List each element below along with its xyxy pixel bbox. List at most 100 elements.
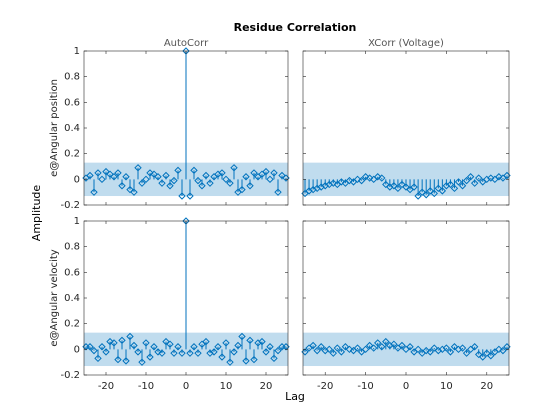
stem-marker (130, 341, 138, 350)
stem-marker (94, 354, 102, 363)
x-tick-label: 10 (440, 381, 453, 392)
stem-marker (495, 173, 503, 181)
stem-marker (226, 358, 234, 366)
x-tick-label: 0 (403, 381, 409, 392)
stem-marker (222, 339, 230, 347)
stem-marker (337, 178, 346, 186)
stem-marker (138, 179, 146, 187)
stem-marker (483, 349, 491, 357)
stem-marker (178, 192, 186, 200)
stem-marker (186, 349, 194, 357)
y-tick-label: 0.8 (64, 72, 80, 83)
stem-marker (214, 170, 222, 178)
stem-marker (462, 349, 471, 357)
x-tick-label: 10 (220, 381, 233, 392)
stem-marker (206, 179, 214, 187)
stem-marker (450, 184, 459, 193)
subplot: -0.2 0 0.2 0.4 0.6 0.8 1 AutoCorr e@Angular posi… (49, 38, 290, 211)
stem-marker (210, 348, 218, 356)
stem-marker (313, 346, 321, 355)
stem-marker (434, 184, 443, 193)
stem-marker (198, 182, 206, 190)
stem-marker (309, 341, 317, 350)
stem-marker (487, 352, 495, 360)
stem-marker (218, 169, 226, 177)
stem-marker (345, 176, 354, 185)
stem-marker (98, 175, 106, 184)
stem-marker (98, 343, 106, 351)
stem-marker (186, 192, 194, 200)
stem-marker (138, 358, 146, 366)
stem-marker (426, 187, 434, 195)
stem-marker (274, 346, 282, 355)
y-tick-label: 0.6 (64, 97, 80, 108)
stem-marker (458, 182, 467, 190)
y-tick-label: 0.2 (64, 149, 80, 160)
stem-marker (90, 346, 98, 355)
stem-marker (230, 164, 238, 172)
stem-marker (190, 166, 198, 175)
x-tick-label: 0 (183, 381, 189, 392)
stem-marker (442, 344, 451, 352)
stem-marker (102, 167, 110, 176)
x-tick-label: -10 (138, 381, 154, 392)
stem-marker (402, 183, 410, 191)
stem-marker (110, 173, 118, 181)
stem-marker (174, 343, 182, 351)
x-tick-label: -20 (317, 381, 333, 392)
stem-marker (90, 188, 98, 196)
stem-marker (158, 179, 166, 187)
stem-marker (86, 171, 94, 180)
stem-marker (361, 345, 370, 354)
stem-marker (122, 357, 130, 365)
stem-marker (353, 344, 362, 352)
stem-marker (422, 191, 430, 199)
x-tick-label: -20 (98, 381, 114, 392)
stem-marker (94, 169, 102, 177)
stem-marker (126, 185, 134, 194)
stem-marker (499, 346, 507, 355)
stem-marker (398, 341, 406, 350)
stem-marker (470, 179, 479, 187)
stem-marker (333, 344, 342, 352)
stem-marker (487, 174, 495, 182)
stem-marker (337, 348, 346, 356)
stem-marker (262, 348, 270, 356)
stem-marker (218, 353, 226, 361)
stem-marker (466, 173, 475, 181)
stem-marker (430, 189, 438, 198)
stem-marker (365, 341, 374, 350)
stem-marker (414, 345, 422, 354)
stem-marker (126, 332, 134, 341)
stem-marker (118, 182, 126, 190)
y-tick-label: 0 (74, 174, 80, 185)
stem-marker (495, 345, 503, 354)
stem-marker (114, 169, 122, 177)
confidence-band (303, 332, 509, 367)
stem-marker (146, 353, 154, 361)
stem-marker (418, 188, 426, 196)
stem-marker (242, 357, 250, 365)
subplot: -20 -10 0 10 20 (301, 220, 511, 392)
stem-marker (154, 348, 162, 356)
stem-marker (446, 348, 455, 356)
subplot-y-label: e@Angular velocity (49, 249, 60, 346)
stem-marker (353, 175, 362, 184)
subplot-y-label: e@Angular position (49, 79, 60, 177)
stem-marker (166, 340, 174, 348)
y-tick-label: 0.4 (64, 123, 80, 134)
stem-marker (270, 354, 278, 363)
stem-marker (266, 343, 274, 351)
stem-marker (390, 182, 398, 190)
stem-marker (479, 353, 487, 361)
stem-marker (114, 355, 122, 364)
stem-marker (110, 339, 118, 347)
stem-marker (106, 337, 114, 346)
stem-marker (162, 337, 170, 346)
stem-marker (470, 343, 479, 351)
stem-marker (238, 332, 246, 341)
subplot: XCorr (Voltage) (301, 38, 511, 206)
stem-marker (369, 344, 378, 352)
stem-marker (262, 167, 270, 176)
stem-marker (202, 171, 210, 180)
